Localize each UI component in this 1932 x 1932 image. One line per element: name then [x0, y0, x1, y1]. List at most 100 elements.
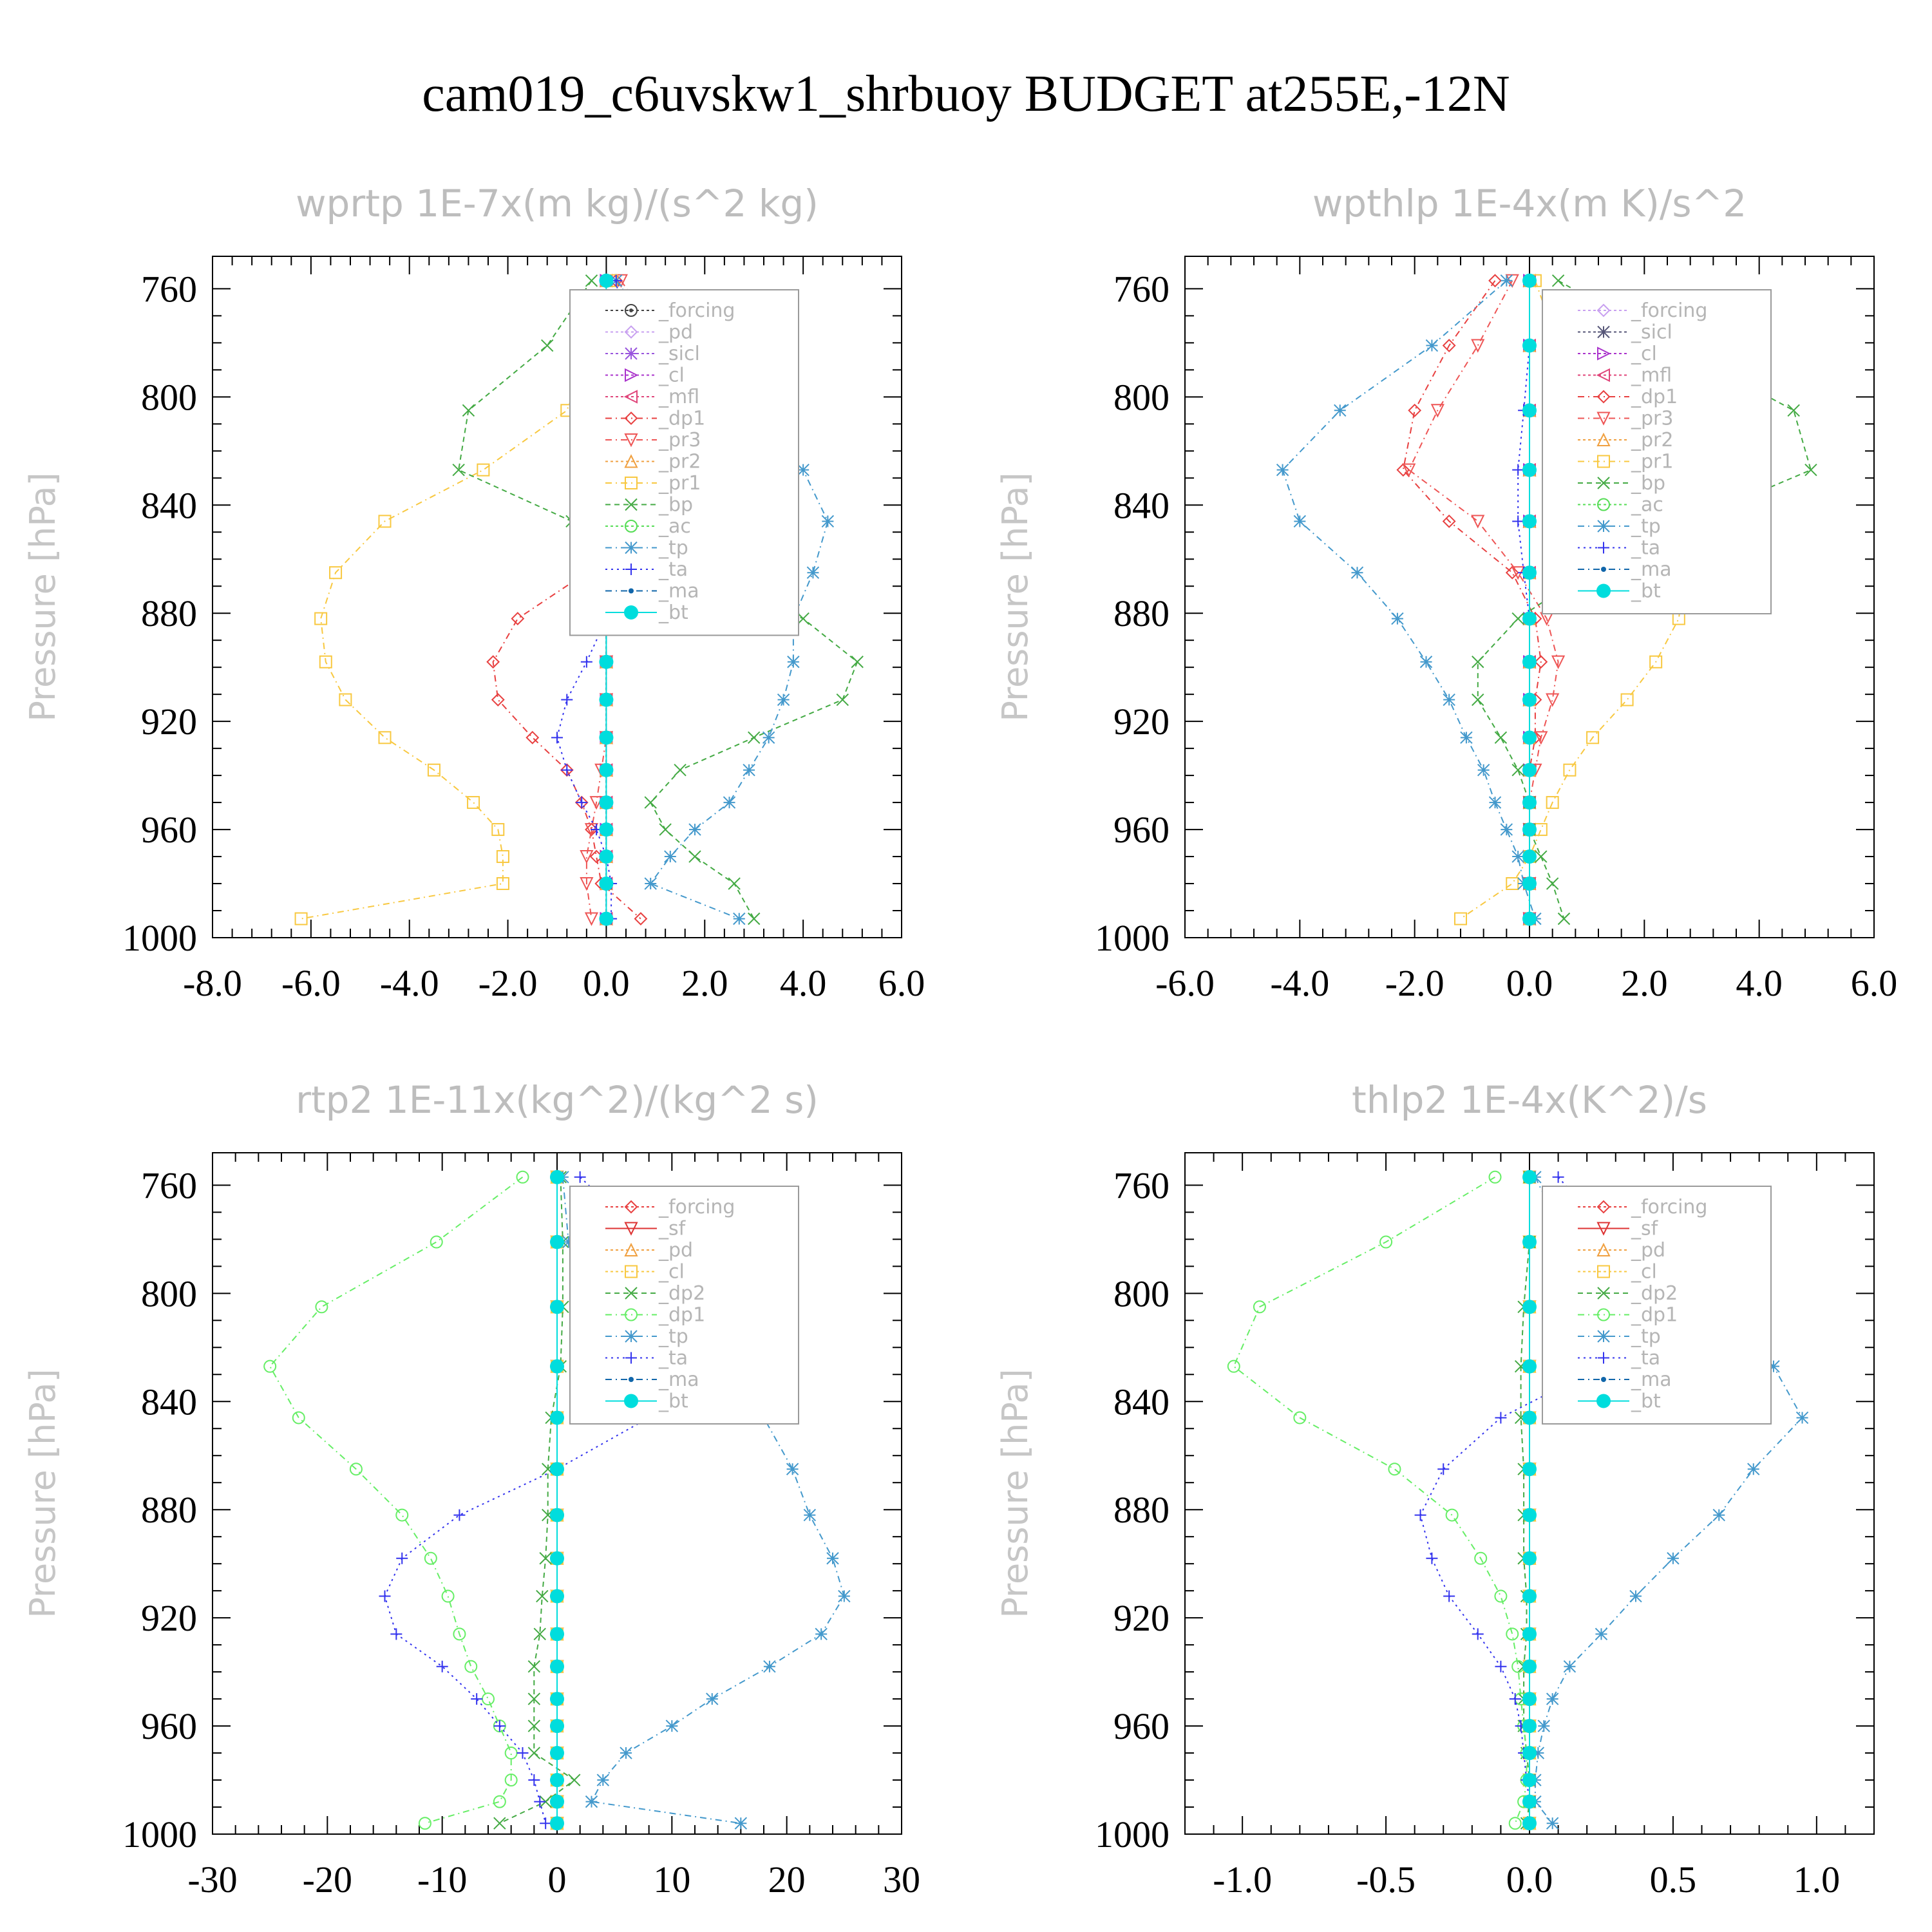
data-point — [1537, 1719, 1550, 1732]
data-point — [1227, 1359, 1240, 1373]
data-point — [620, 1747, 632, 1759]
x-tick-label: -4.0 — [1270, 962, 1329, 1004]
legend-swatch-marker — [1596, 390, 1611, 404]
data-point — [1334, 404, 1347, 417]
data-point — [797, 463, 810, 477]
chart-panel-3: rtp2 1E-11x(kg^2)/(kg^2 s) Pressure [hPa]… — [23, 1078, 920, 1900]
data-point — [534, 1795, 546, 1808]
legend-swatch-marker — [624, 1200, 638, 1214]
data-point — [550, 1816, 564, 1831]
legend-swatch-marker — [1601, 1377, 1606, 1382]
y-axis-label: Pressure [hPa] — [23, 1368, 63, 1618]
data-point — [1488, 796, 1502, 809]
y-tick-label: 840 — [141, 484, 197, 526]
x-tick-label: -2.0 — [478, 962, 538, 1004]
x-tick-label: 2.0 — [1621, 962, 1668, 1004]
data-point — [1425, 339, 1439, 352]
data-point — [806, 566, 820, 579]
data-point — [728, 877, 741, 890]
data-point — [1494, 1589, 1508, 1603]
data-point — [1522, 654, 1537, 669]
data-point — [803, 1508, 817, 1522]
legend-swatch-marker — [624, 454, 638, 468]
legend-swatch-marker — [625, 498, 638, 511]
data-point — [1471, 515, 1485, 529]
legend-label: _ta — [658, 558, 688, 581]
x-tick-label: -4.0 — [380, 962, 439, 1004]
data-point — [526, 730, 540, 744]
data-point — [1546, 693, 1560, 707]
data-point — [576, 797, 588, 809]
data-point — [550, 1719, 564, 1734]
data-point — [1443, 693, 1455, 706]
x-tick-label: -2.0 — [1385, 962, 1444, 1004]
data-point — [1472, 1628, 1484, 1640]
legend-label: _pd — [658, 321, 693, 344]
data-point — [1414, 1509, 1426, 1521]
data-point — [486, 655, 500, 669]
x-tick-label: 0.0 — [583, 962, 630, 1004]
y-axis-label: Pressure [hPa] — [995, 472, 1036, 721]
series-line — [1534, 1177, 1803, 1824]
data-point — [1495, 1660, 1507, 1672]
data-point — [550, 1627, 564, 1642]
series-line — [269, 1177, 524, 1824]
panel-title: rtp2 1E-11x(kg^2)/(kg^2 s) — [296, 1078, 819, 1122]
data-point — [733, 912, 746, 925]
x-tick-label: -20 — [303, 1859, 352, 1900]
panels: wprtp 1E-7x(m kg)/(s^2 kg) Pressure [hPa]… — [23, 182, 1897, 1900]
legend-label: _pr1 — [1631, 451, 1673, 473]
panel-title: wprtp 1E-7x(m kg)/(s^2 kg) — [296, 182, 819, 225]
data-point — [528, 1774, 540, 1786]
legend-label: _pr2 — [658, 451, 701, 473]
legend-swatch-marker — [1596, 1222, 1611, 1236]
legend-swatch-marker — [625, 1287, 638, 1300]
data-point — [723, 796, 736, 809]
data-point — [539, 1552, 552, 1565]
x-tick-label: 20 — [768, 1859, 806, 1900]
y-tick-label: 840 — [141, 1381, 197, 1423]
legend-swatch-marker — [1597, 1308, 1610, 1321]
y-tick-label: 960 — [1113, 1705, 1170, 1747]
legend-label: _cl — [1631, 343, 1657, 365]
data-point — [1563, 763, 1577, 777]
y-tick-label: 880 — [1113, 592, 1170, 634]
legend-label: _cl — [658, 1261, 685, 1283]
data-point — [585, 1795, 598, 1808]
data-point — [1445, 1508, 1459, 1522]
data-point — [1495, 1412, 1507, 1424]
x-tick-label: -1.0 — [1213, 1859, 1272, 1900]
series-line — [1402, 280, 1542, 919]
data-point — [1522, 876, 1537, 891]
data-point — [1522, 462, 1537, 477]
y-tick-label: 920 — [141, 701, 197, 743]
legend-swatch-marker — [625, 1330, 638, 1343]
y-tick-label: 760 — [141, 268, 197, 310]
legend-label: _pr2 — [1631, 429, 1673, 451]
legend-swatch-marker — [1597, 477, 1610, 489]
data-point — [1522, 1816, 1537, 1831]
data-point — [467, 796, 480, 810]
data-point — [1293, 515, 1307, 528]
legend: _forcing_sf_pd_cl_dp2_dp1_tp_ta_ma_bt — [1542, 1186, 1772, 1425]
legend-label: _mfl — [658, 386, 699, 408]
data-point — [1522, 1462, 1537, 1477]
data-point — [1522, 1627, 1537, 1642]
data-point — [665, 1719, 679, 1732]
data-point — [1546, 877, 1559, 890]
series-line — [457, 280, 858, 920]
legend-label: _cl — [1631, 1261, 1657, 1283]
data-point — [599, 876, 614, 891]
y-tick-label: 960 — [1113, 809, 1170, 851]
data-point — [599, 692, 614, 707]
data-point — [427, 763, 440, 777]
data-point — [1506, 877, 1519, 891]
data-point — [584, 912, 599, 926]
legend-swatch-marker — [1597, 346, 1611, 361]
x-tick-label: 0.0 — [1506, 1859, 1553, 1900]
data-point — [378, 731, 392, 744]
legend-label: _forcing — [1631, 299, 1707, 322]
y-axis-label: Pressure [hPa] — [995, 1368, 1036, 1618]
data-point — [464, 1660, 478, 1673]
legend-swatch-marker — [624, 433, 638, 448]
